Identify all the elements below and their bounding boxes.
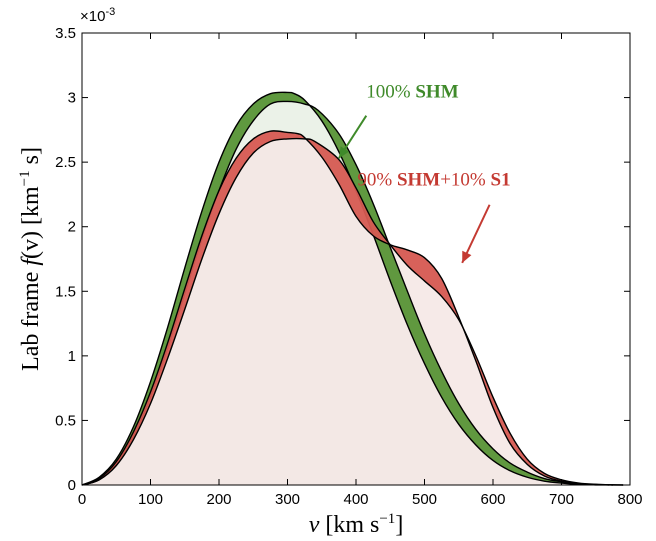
y-axis-label: Lab frame f(v) [km−1 s]	[17, 147, 44, 371]
x-tick-label-300: 300	[275, 491, 300, 508]
annotation-90pct-shm-plus-10pct-s1: 90% SHM+10% S1	[357, 169, 511, 264]
band-layer	[81, 91, 624, 486]
y-tick-label-3.5: 3.5	[55, 25, 76, 42]
upper-curve-90pct-shm-plus-10pct-s1	[81, 130, 613, 486]
y-tick-label-1: 1	[68, 348, 76, 365]
x-tick-label-800: 800	[617, 491, 642, 508]
y-tick-label-2.5: 2.5	[55, 154, 76, 171]
x-tick-label-0: 0	[78, 491, 86, 508]
annotation-100pct-shm: 100% SHM	[338, 82, 459, 159]
y-tick-label-3: 3	[68, 90, 76, 107]
arrowhead-100pct-shm	[338, 146, 349, 159]
tick-layer: 0 100 200 300 400 500 600 700 800 0 0.5 1 1.5 2 2.5 3 3.…	[55, 25, 642, 508]
x-axis-label: v [km s−1]	[309, 511, 404, 538]
band-90pct-shm-plus-10pct-s1	[82, 130, 624, 485]
annotation-label-100pct-shm: 100% SHM	[366, 82, 458, 103]
arrowhead-90pct-shm-plus-10pct-s1	[462, 250, 472, 263]
lower-curve-90pct-shm-plus-10pct-s1	[81, 137, 624, 486]
x-tick-label-700: 700	[549, 491, 574, 508]
y-tick-label-0: 0	[68, 477, 76, 494]
annotation-layer: 100% SHM 90% SHM+10% S1	[338, 82, 511, 264]
upper-curve-100pct-shm	[81, 91, 610, 486]
y-tick-label-2: 2	[68, 219, 76, 236]
y-multiplier-exponent: -3	[105, 6, 115, 18]
y-tick-label-0.5: 0.5	[55, 412, 76, 429]
y-tick-label-1.5: 1.5	[55, 283, 76, 300]
x-tick-label-400: 400	[343, 491, 368, 508]
annotation-label-90pct-shm-plus-10pct-s1: 90% SHM+10% S1	[357, 169, 510, 190]
y-multiplier: ×10-3	[80, 6, 115, 25]
x-tick-label-100: 100	[138, 491, 163, 508]
band-100pct-shm	[82, 92, 624, 485]
x-tick-label-600: 600	[480, 491, 505, 508]
x-tick-label-500: 500	[412, 491, 437, 508]
x-tick-label-200: 200	[206, 491, 231, 508]
